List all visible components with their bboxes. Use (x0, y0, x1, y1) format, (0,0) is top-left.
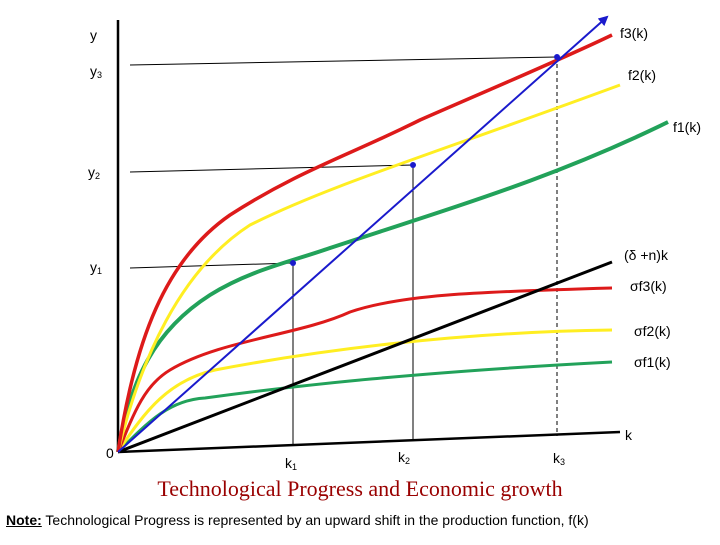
origin-label: 0 (106, 445, 114, 461)
k-axis (117, 430, 621, 454)
sf2-label: σf2(k) (634, 323, 671, 339)
k3-label: k3 (553, 450, 565, 467)
intersection-k2 (410, 162, 416, 168)
depreciation-line (117, 260, 613, 454)
y1-guide (129, 262, 294, 269)
capital-ray-arrow (117, 15, 609, 453)
f3-curve (116, 33, 613, 453)
y3-guide (129, 56, 558, 66)
f1-curve (116, 120, 669, 453)
sf3-label: σf3(k) (630, 278, 667, 294)
y2-label: y2 (88, 164, 100, 181)
intersection-k1 (290, 260, 296, 266)
f3-label: f3(k) (620, 25, 648, 41)
f2-label: f2(k) (628, 67, 656, 83)
k-axis-label: k (625, 427, 633, 443)
y-axis-label: y (90, 27, 97, 43)
f2-curve (116, 83, 621, 453)
note-text: Technological Progress is represented by… (41, 512, 589, 528)
f1-label: f1(k) (673, 119, 701, 135)
k2-label: k2 (398, 449, 410, 466)
sf3-curve (116, 286, 613, 453)
page-title: Technological Progress and Economic grow… (157, 476, 563, 501)
y2-guide (129, 164, 414, 173)
depreciation-label: (δ +n)k (624, 247, 669, 263)
sf2-curve (116, 328, 613, 453)
y1-label: y1 (90, 259, 102, 276)
y3-label: y3 (90, 63, 102, 80)
sf1-curve (116, 360, 613, 454)
footnote: Note: Technological Progress is represen… (6, 512, 718, 528)
sf1-label: σf1(k) (634, 354, 671, 370)
k1-label: k1 (285, 455, 297, 472)
note-key: Note: (6, 512, 42, 528)
intersection-k3 (554, 54, 560, 60)
